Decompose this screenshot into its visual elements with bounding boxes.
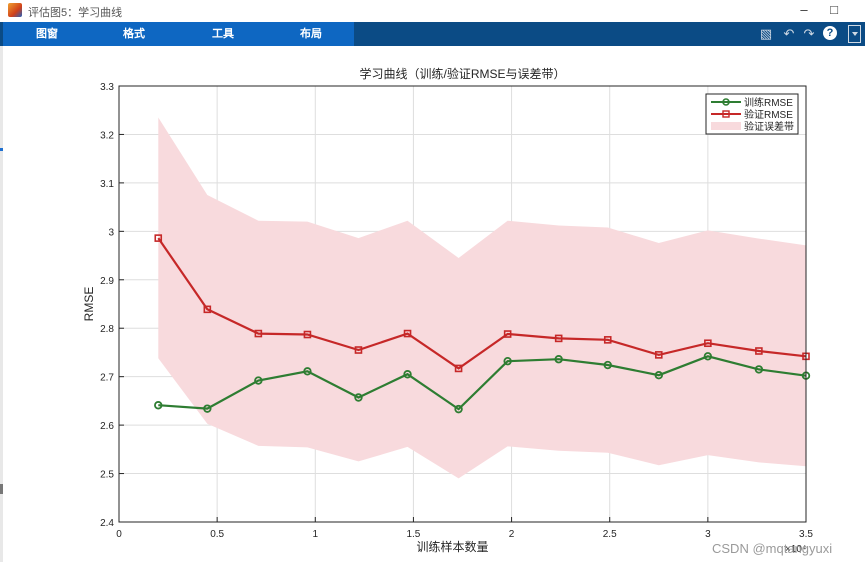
left-edge-marker <box>0 148 3 151</box>
tick-layer: 0 0.5 1 1.5 2 2.5 3 3.5 2.4 2.5 2.6 2.7 2.8 2.9 3 3.1 3.… <box>100 82 813 540</box>
tab-figure[interactable]: 图窗 <box>36 27 58 40</box>
train-point <box>654 371 663 380</box>
train-point <box>403 370 412 379</box>
chart-title: 学习曲线（训练/验证RMSE与误差带） <box>359 66 565 81</box>
val-point <box>254 329 263 338</box>
help-icon[interactable]: ? <box>823 26 837 40</box>
y-tick-label: 3.2 <box>100 130 114 141</box>
tab-tools[interactable]: 工具 <box>212 27 234 40</box>
val-point <box>303 330 312 339</box>
x-tick-label: 0.5 <box>210 529 224 540</box>
x-tick-label: 3.5 <box>799 529 813 540</box>
train-point <box>754 365 764 374</box>
maximize-button[interactable]: □ <box>830 2 838 17</box>
val-point <box>403 329 412 338</box>
train-point <box>554 355 563 364</box>
y-tick-label: 3.3 <box>100 82 114 93</box>
val-point <box>203 305 212 314</box>
legend-label: 训练RMSE <box>744 96 793 109</box>
x-tick-label: 2.5 <box>603 529 617 540</box>
dropdown-icon <box>852 32 858 36</box>
train-point <box>603 360 612 370</box>
toolstrip-dropdown[interactable] <box>848 25 861 43</box>
legend-marker <box>722 98 730 106</box>
x-axis-label: 训练样本数量 <box>416 539 488 554</box>
val-point <box>704 339 712 348</box>
legend-marker <box>722 110 730 118</box>
val-point <box>454 364 463 373</box>
y-tick-label: 2.8 <box>100 324 114 335</box>
y-tick-label: 2.7 <box>100 373 114 384</box>
tab-layout[interactable]: 布局 <box>300 27 322 40</box>
y-tick-label: 3 <box>108 227 114 238</box>
series-layer <box>154 234 811 414</box>
y-axis-label: RMSE <box>82 287 96 322</box>
y-tick-label: 2.5 <box>100 470 114 481</box>
matlab-figure-icon <box>8 3 22 17</box>
x-tick-label: 2 <box>509 529 515 540</box>
val-point <box>603 336 612 344</box>
watermark: CSDN @mqtangyuxi <box>712 541 833 556</box>
x-tick-label: 1.5 <box>406 529 420 540</box>
train-point <box>703 352 713 361</box>
val-point <box>755 347 763 355</box>
train-point <box>303 367 312 376</box>
minimize-button[interactable]: – <box>800 2 808 17</box>
validation-error-band <box>158 117 807 479</box>
y-tick-label: 2.9 <box>100 276 114 287</box>
val-point <box>554 334 563 343</box>
val-point <box>654 351 663 359</box>
window-title: 评估图5：学习曲线 <box>28 7 123 19</box>
x-tick-label: 1 <box>313 529 319 540</box>
legend-band-swatch <box>711 122 741 130</box>
left-window-edge <box>0 46 3 562</box>
figure-toolstrip: 图窗 格式 工具 布局 ▧ ↶ ↷ ? <box>0 22 865 46</box>
tab-format[interactable]: 格式 <box>123 27 145 40</box>
train-point <box>503 356 512 366</box>
legend-label: 验证RMSE <box>744 108 793 121</box>
val-point <box>354 346 363 354</box>
series-line-train <box>158 355 807 411</box>
legend-label: 验证误差带 <box>744 120 794 133</box>
train-point <box>354 393 363 402</box>
y-tick-label: 2.6 <box>100 421 114 432</box>
axes-box <box>118 85 807 523</box>
train-point <box>154 401 163 410</box>
x-tick-label: 3 <box>705 529 711 540</box>
val-point <box>154 234 163 242</box>
x-axis-exponent: ×10⁴ <box>785 544 806 555</box>
undo-icon[interactable]: ↶ <box>783 26 795 41</box>
series-line-val <box>157 237 807 370</box>
y-tick-label: 3.1 <box>100 179 114 190</box>
toolstrip-tabs: 图窗 格式 工具 布局 <box>3 22 354 46</box>
y-tick-label: 2.4 <box>100 518 114 529</box>
val-point <box>503 330 512 338</box>
train-point <box>254 376 263 385</box>
redo-icon[interactable]: ↷ <box>803 26 815 41</box>
x-tick-label: 0 <box>116 529 122 540</box>
train-point <box>203 404 212 413</box>
left-edge-marker <box>0 484 3 494</box>
train-point <box>454 404 463 414</box>
window-titlebar: 评估图5：学习曲线 – □ <box>0 0 865 22</box>
save-icon[interactable]: ▧ <box>759 26 773 41</box>
